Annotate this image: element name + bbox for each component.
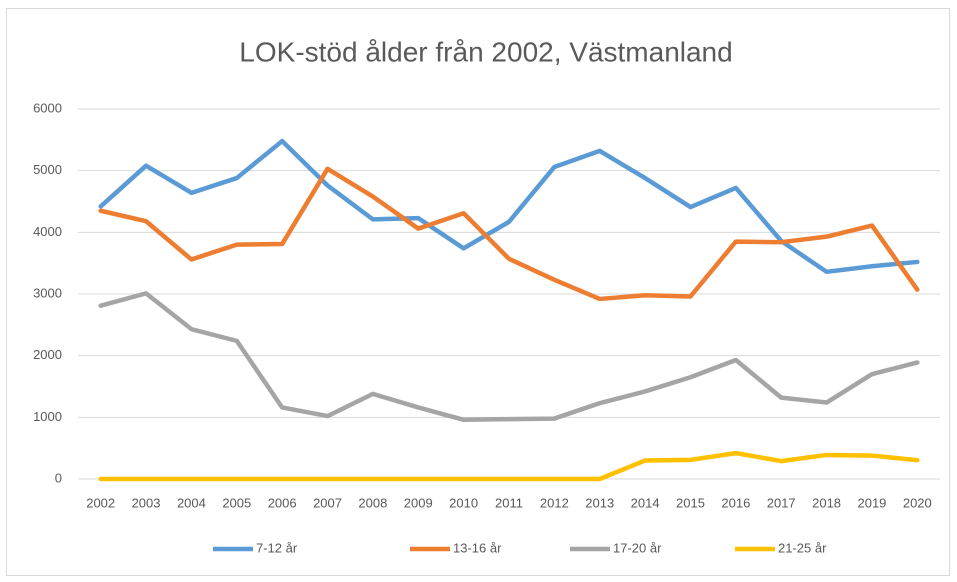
x-tick-label: 2002 (86, 495, 115, 510)
x-tick-label: 2018 (812, 495, 841, 510)
x-tick-label: 2004 (177, 495, 206, 510)
x-tick-label: 2003 (132, 495, 161, 510)
x-tick-label: 2017 (767, 495, 796, 510)
x-tick-label: 2007 (313, 495, 342, 510)
y-tick-label: 6000 (33, 100, 62, 115)
series-line (98, 291, 920, 423)
y-tick-label: 4000 (33, 224, 62, 239)
series-line (98, 166, 920, 302)
chart-title: LOK-stöd ålder från 2002, Västmanland (239, 36, 732, 67)
y-tick-label: 1000 (33, 409, 62, 424)
y-tick-label: 3000 (33, 285, 62, 300)
y-tick-label: 5000 (33, 162, 62, 177)
chart-border (6, 8, 950, 576)
y-tick-label: 2000 (33, 347, 62, 362)
x-tick-label: 2014 (631, 495, 660, 510)
x-tick-label: 2009 (404, 495, 433, 510)
y-tick-label: 0 (55, 470, 62, 485)
x-tick-label: 2005 (222, 495, 251, 510)
x-tick-label: 2012 (540, 495, 569, 510)
series-line (98, 450, 920, 482)
x-tick-label: 2006 (268, 495, 297, 510)
x-tick-label: 2016 (721, 495, 750, 510)
legend-label: 17-20 år (613, 540, 662, 555)
legend-label: 13-16 år (453, 540, 502, 555)
x-tick-label: 2010 (449, 495, 478, 510)
legend-label: 7-12 år (256, 540, 298, 555)
legend-label: 21-25 år (778, 540, 827, 555)
x-tick-label: 2020 (903, 495, 932, 510)
x-tick-label: 2008 (358, 495, 387, 510)
x-tick-label: 2013 (585, 495, 614, 510)
x-tick-label: 2015 (676, 495, 705, 510)
x-tick-label: 2011 (495, 495, 523, 510)
x-tick-label: 2019 (857, 495, 886, 510)
